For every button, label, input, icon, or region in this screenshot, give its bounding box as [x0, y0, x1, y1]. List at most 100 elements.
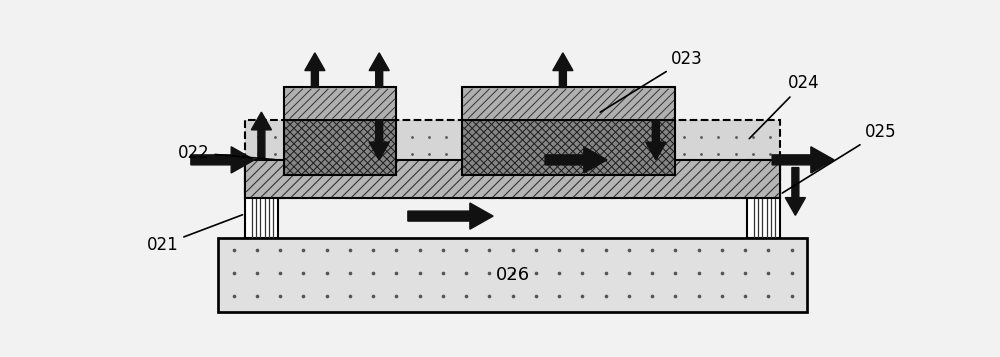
Point: [690, 247, 706, 253]
Point: [489, 185, 505, 191]
Point: [598, 270, 614, 276]
Point: [540, 151, 556, 157]
Point: [504, 270, 520, 276]
Point: [404, 168, 420, 174]
Point: [284, 185, 300, 191]
Point: [737, 247, 753, 253]
Point: [642, 151, 658, 157]
Point: [574, 247, 590, 253]
Point: [540, 185, 556, 191]
FancyArrow shape: [369, 120, 389, 160]
Point: [438, 185, 454, 191]
Point: [342, 270, 358, 276]
Point: [621, 247, 637, 253]
Point: [591, 168, 607, 174]
Point: [728, 134, 744, 140]
Point: [352, 134, 368, 140]
FancyArrow shape: [369, 53, 389, 87]
Point: [690, 270, 706, 276]
Point: [659, 185, 675, 191]
Point: [435, 293, 451, 299]
FancyArrow shape: [305, 53, 325, 87]
Point: [272, 293, 288, 299]
Point: [369, 134, 385, 140]
Point: [591, 151, 607, 157]
Point: [318, 151, 334, 157]
Point: [421, 134, 437, 140]
Point: [435, 270, 451, 276]
Point: [676, 185, 692, 191]
Point: [388, 293, 404, 299]
Point: [369, 185, 385, 191]
Point: [267, 185, 283, 191]
Point: [504, 247, 520, 253]
Point: [714, 293, 730, 299]
Point: [365, 247, 381, 253]
Point: [608, 134, 624, 140]
Point: [250, 151, 266, 157]
Point: [388, 270, 404, 276]
Point: [335, 185, 351, 191]
Point: [458, 270, 474, 276]
Point: [574, 168, 590, 174]
Point: [301, 185, 317, 191]
Point: [784, 270, 800, 276]
Point: [387, 151, 403, 157]
Point: [659, 151, 675, 157]
Point: [710, 168, 726, 174]
Point: [301, 168, 317, 174]
Point: [745, 151, 761, 157]
Point: [455, 168, 471, 174]
Point: [760, 293, 776, 299]
Point: [760, 247, 776, 253]
Text: 021: 021: [147, 215, 243, 254]
Point: [728, 185, 744, 191]
Point: [295, 247, 311, 253]
Point: [625, 134, 641, 140]
Point: [421, 185, 437, 191]
Point: [404, 134, 420, 140]
Point: [438, 151, 454, 157]
Point: [455, 151, 471, 157]
Point: [667, 270, 683, 276]
Point: [551, 270, 567, 276]
Point: [659, 168, 675, 174]
Point: [710, 185, 726, 191]
FancyArrow shape: [408, 203, 493, 229]
Point: [557, 185, 573, 191]
Point: [528, 247, 544, 253]
Point: [642, 134, 658, 140]
Point: [540, 168, 556, 174]
Point: [365, 270, 381, 276]
Point: [284, 151, 300, 157]
Point: [226, 247, 242, 253]
Point: [667, 247, 683, 253]
Point: [693, 151, 709, 157]
Point: [284, 168, 300, 174]
Point: [404, 185, 420, 191]
Point: [412, 270, 428, 276]
Text: 024: 024: [749, 74, 819, 139]
Point: [557, 134, 573, 140]
Point: [608, 185, 624, 191]
Point: [625, 185, 641, 191]
Point: [342, 293, 358, 299]
Point: [644, 270, 660, 276]
Bar: [245, 160, 780, 198]
Bar: [747, 160, 780, 238]
Point: [318, 168, 334, 174]
Point: [412, 293, 428, 299]
FancyArrow shape: [545, 147, 607, 173]
Point: [318, 185, 334, 191]
Bar: [462, 120, 675, 175]
Bar: [218, 238, 807, 312]
Point: [745, 168, 761, 174]
Point: [642, 185, 658, 191]
FancyArrow shape: [772, 147, 834, 173]
Point: [438, 134, 454, 140]
Point: [714, 270, 730, 276]
Point: [458, 247, 474, 253]
Point: [481, 247, 497, 253]
Point: [737, 293, 753, 299]
Point: [784, 293, 800, 299]
